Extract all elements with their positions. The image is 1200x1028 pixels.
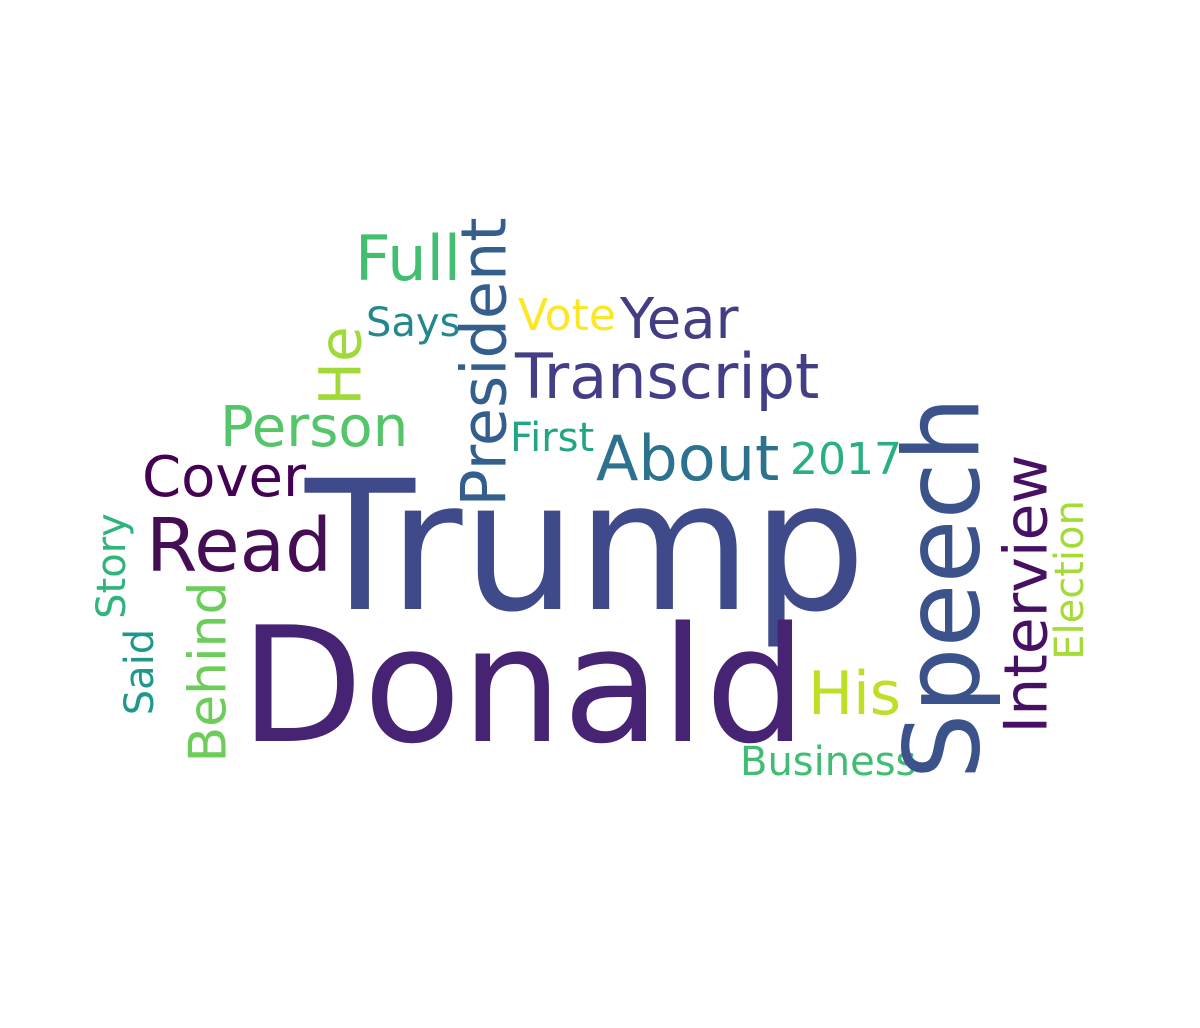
word-first: First — [510, 415, 595, 461]
word-story: Story — [88, 513, 135, 619]
word-cover: Cover — [142, 445, 306, 510]
word-2017: 2017 — [790, 434, 902, 485]
word-donald: Donald — [240, 592, 807, 779]
word-his: His — [808, 659, 902, 729]
word-business: Business — [740, 739, 917, 785]
word-read: Read — [146, 503, 332, 589]
word-about: About — [596, 422, 780, 495]
word-election: Election — [1046, 500, 1093, 660]
word-president: President — [447, 217, 521, 507]
word-vote: Vote — [518, 290, 616, 341]
word-transcript: Transcript — [515, 340, 820, 413]
word-says: Says — [366, 300, 461, 346]
word-trump: Trump — [305, 443, 867, 652]
word-behind: Behind — [178, 581, 239, 763]
word-full: Full — [355, 222, 462, 295]
word-he: He — [306, 326, 375, 406]
word-person: Person — [220, 395, 409, 460]
word-year: Year — [620, 287, 739, 352]
word-speech: Speech — [881, 396, 1004, 780]
word-said: Said — [117, 628, 164, 716]
